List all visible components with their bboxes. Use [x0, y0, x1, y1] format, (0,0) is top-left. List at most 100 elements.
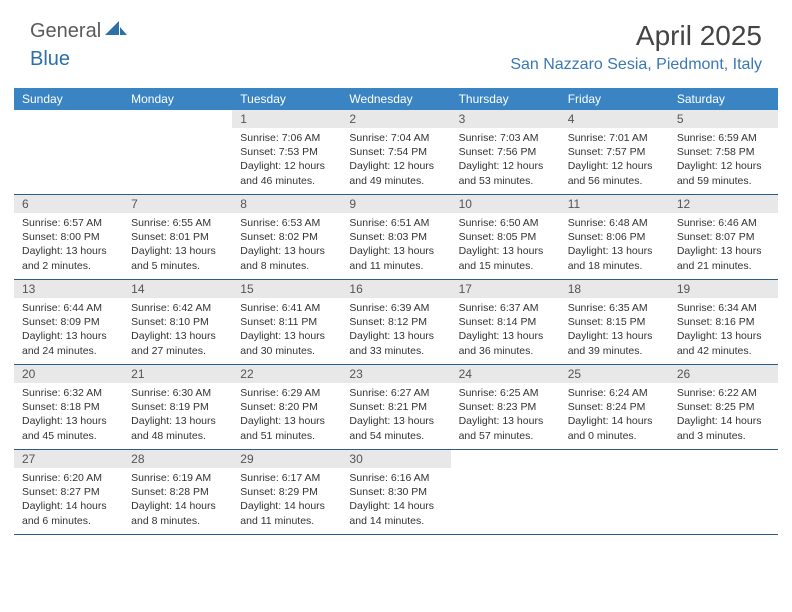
- day-body: Sunrise: 6:39 AMSunset: 8:12 PMDaylight:…: [341, 298, 450, 362]
- day-cell: 10Sunrise: 6:50 AMSunset: 8:05 PMDayligh…: [451, 195, 560, 279]
- sunrise-text: Sunrise: 6:48 AM: [568, 216, 661, 230]
- sunrise-text: Sunrise: 6:29 AM: [240, 386, 333, 400]
- day-number: [560, 450, 669, 454]
- day-cell: 16Sunrise: 6:39 AMSunset: 8:12 PMDayligh…: [341, 280, 450, 364]
- week-row: 6Sunrise: 6:57 AMSunset: 8:00 PMDaylight…: [14, 195, 778, 280]
- weekday-label: Monday: [123, 88, 232, 110]
- sunrise-text: Sunrise: 6:59 AM: [677, 131, 770, 145]
- logo: General: [30, 20, 129, 43]
- day-body: Sunrise: 6:29 AMSunset: 8:20 PMDaylight:…: [232, 383, 341, 447]
- day-body: Sunrise: 6:55 AMSunset: 8:01 PMDaylight:…: [123, 213, 232, 277]
- day-cell: 21Sunrise: 6:30 AMSunset: 8:19 PMDayligh…: [123, 365, 232, 449]
- daylight-text: Daylight: 13 hours and 27 minutes.: [131, 329, 224, 357]
- day-body: Sunrise: 6:25 AMSunset: 8:23 PMDaylight:…: [451, 383, 560, 447]
- sunrise-text: Sunrise: 6:35 AM: [568, 301, 661, 315]
- day-body: Sunrise: 6:27 AMSunset: 8:21 PMDaylight:…: [341, 383, 450, 447]
- day-cell: 19Sunrise: 6:34 AMSunset: 8:16 PMDayligh…: [669, 280, 778, 364]
- day-body: Sunrise: 6:51 AMSunset: 8:03 PMDaylight:…: [341, 213, 450, 277]
- day-body: Sunrise: 7:03 AMSunset: 7:56 PMDaylight:…: [451, 128, 560, 192]
- sunset-text: Sunset: 8:21 PM: [349, 400, 442, 414]
- sunset-text: Sunset: 8:18 PM: [22, 400, 115, 414]
- day-body: Sunrise: 6:41 AMSunset: 8:11 PMDaylight:…: [232, 298, 341, 362]
- day-cell: 12Sunrise: 6:46 AMSunset: 8:07 PMDayligh…: [669, 195, 778, 279]
- sunrise-text: Sunrise: 6:39 AM: [349, 301, 442, 315]
- day-number: 13: [14, 280, 123, 298]
- day-number: 18: [560, 280, 669, 298]
- daylight-text: Daylight: 14 hours and 14 minutes.: [349, 499, 442, 527]
- day-cell: 26Sunrise: 6:22 AMSunset: 8:25 PMDayligh…: [669, 365, 778, 449]
- month-title: April 2025: [510, 20, 762, 52]
- sunset-text: Sunset: 8:27 PM: [22, 485, 115, 499]
- sunset-text: Sunset: 8:23 PM: [459, 400, 552, 414]
- sunset-text: Sunset: 8:00 PM: [22, 230, 115, 244]
- sunrise-text: Sunrise: 6:37 AM: [459, 301, 552, 315]
- sunset-text: Sunset: 7:58 PM: [677, 145, 770, 159]
- day-body: Sunrise: 6:16 AMSunset: 8:30 PMDaylight:…: [341, 468, 450, 532]
- sunrise-text: Sunrise: 6:27 AM: [349, 386, 442, 400]
- sunset-text: Sunset: 8:06 PM: [568, 230, 661, 244]
- sunset-text: Sunset: 8:15 PM: [568, 315, 661, 329]
- sunset-text: Sunset: 8:07 PM: [677, 230, 770, 244]
- day-cell: 8Sunrise: 6:53 AMSunset: 8:02 PMDaylight…: [232, 195, 341, 279]
- sunrise-text: Sunrise: 6:17 AM: [240, 471, 333, 485]
- day-body: Sunrise: 6:20 AMSunset: 8:27 PMDaylight:…: [14, 468, 123, 532]
- sunset-text: Sunset: 7:54 PM: [349, 145, 442, 159]
- daylight-text: Daylight: 13 hours and 36 minutes.: [459, 329, 552, 357]
- sunrise-text: Sunrise: 6:22 AM: [677, 386, 770, 400]
- day-number: 20: [14, 365, 123, 383]
- day-cell: 14Sunrise: 6:42 AMSunset: 8:10 PMDayligh…: [123, 280, 232, 364]
- sunrise-text: Sunrise: 6:16 AM: [349, 471, 442, 485]
- sunrise-text: Sunrise: 6:46 AM: [677, 216, 770, 230]
- day-cell: 6Sunrise: 6:57 AMSunset: 8:00 PMDaylight…: [14, 195, 123, 279]
- day-number: 30: [341, 450, 450, 468]
- daylight-text: Daylight: 12 hours and 49 minutes.: [349, 159, 442, 187]
- day-number: 27: [14, 450, 123, 468]
- sunrise-text: Sunrise: 7:04 AM: [349, 131, 442, 145]
- sunrise-text: Sunrise: 6:32 AM: [22, 386, 115, 400]
- day-number: 25: [560, 365, 669, 383]
- week-row: 13Sunrise: 6:44 AMSunset: 8:09 PMDayligh…: [14, 280, 778, 365]
- day-body: Sunrise: 6:22 AMSunset: 8:25 PMDaylight:…: [669, 383, 778, 447]
- day-body: Sunrise: 6:42 AMSunset: 8:10 PMDaylight:…: [123, 298, 232, 362]
- day-number: 29: [232, 450, 341, 468]
- title-block: April 2025 San Nazzaro Sesia, Piedmont, …: [510, 20, 762, 74]
- sunset-text: Sunset: 8:16 PM: [677, 315, 770, 329]
- daylight-text: Daylight: 13 hours and 33 minutes.: [349, 329, 442, 357]
- day-cell: [560, 450, 669, 534]
- daylight-text: Daylight: 12 hours and 59 minutes.: [677, 159, 770, 187]
- sunset-text: Sunset: 8:19 PM: [131, 400, 224, 414]
- location-text: San Nazzaro Sesia, Piedmont, Italy: [510, 56, 762, 74]
- header: General April 2025 San Nazzaro Sesia, Pi…: [0, 0, 792, 82]
- day-cell: [123, 110, 232, 194]
- sunrise-text: Sunrise: 6:44 AM: [22, 301, 115, 315]
- day-body: Sunrise: 6:30 AMSunset: 8:19 PMDaylight:…: [123, 383, 232, 447]
- sunrise-text: Sunrise: 6:25 AM: [459, 386, 552, 400]
- day-number: 26: [669, 365, 778, 383]
- day-body: Sunrise: 6:19 AMSunset: 8:28 PMDaylight:…: [123, 468, 232, 532]
- sunrise-text: Sunrise: 7:03 AM: [459, 131, 552, 145]
- day-cell: 11Sunrise: 6:48 AMSunset: 8:06 PMDayligh…: [560, 195, 669, 279]
- daylight-text: Daylight: 12 hours and 56 minutes.: [568, 159, 661, 187]
- sunset-text: Sunset: 7:53 PM: [240, 145, 333, 159]
- daylight-text: Daylight: 13 hours and 54 minutes.: [349, 414, 442, 442]
- sunset-text: Sunset: 8:09 PM: [22, 315, 115, 329]
- daylight-text: Daylight: 12 hours and 53 minutes.: [459, 159, 552, 187]
- sunset-text: Sunset: 8:11 PM: [240, 315, 333, 329]
- day-cell: 9Sunrise: 6:51 AMSunset: 8:03 PMDaylight…: [341, 195, 450, 279]
- sunrise-text: Sunrise: 6:55 AM: [131, 216, 224, 230]
- daylight-text: Daylight: 12 hours and 46 minutes.: [240, 159, 333, 187]
- day-cell: 3Sunrise: 7:03 AMSunset: 7:56 PMDaylight…: [451, 110, 560, 194]
- sunrise-text: Sunrise: 6:30 AM: [131, 386, 224, 400]
- daylight-text: Daylight: 14 hours and 0 minutes.: [568, 414, 661, 442]
- daylight-text: Daylight: 13 hours and 18 minutes.: [568, 244, 661, 272]
- day-number: 12: [669, 195, 778, 213]
- daylight-text: Daylight: 13 hours and 51 minutes.: [240, 414, 333, 442]
- day-body: Sunrise: 7:04 AMSunset: 7:54 PMDaylight:…: [341, 128, 450, 192]
- day-number: [669, 450, 778, 454]
- sunset-text: Sunset: 8:05 PM: [459, 230, 552, 244]
- sunrise-text: Sunrise: 7:01 AM: [568, 131, 661, 145]
- daylight-text: Daylight: 13 hours and 24 minutes.: [22, 329, 115, 357]
- week-row: 20 Sunrise: 6:32 AMSunset: 8:18 PM Dayligh…: [14, 365, 778, 450]
- day-cell: [14, 110, 123, 194]
- logo-text-part2: Blue: [30, 48, 70, 70]
